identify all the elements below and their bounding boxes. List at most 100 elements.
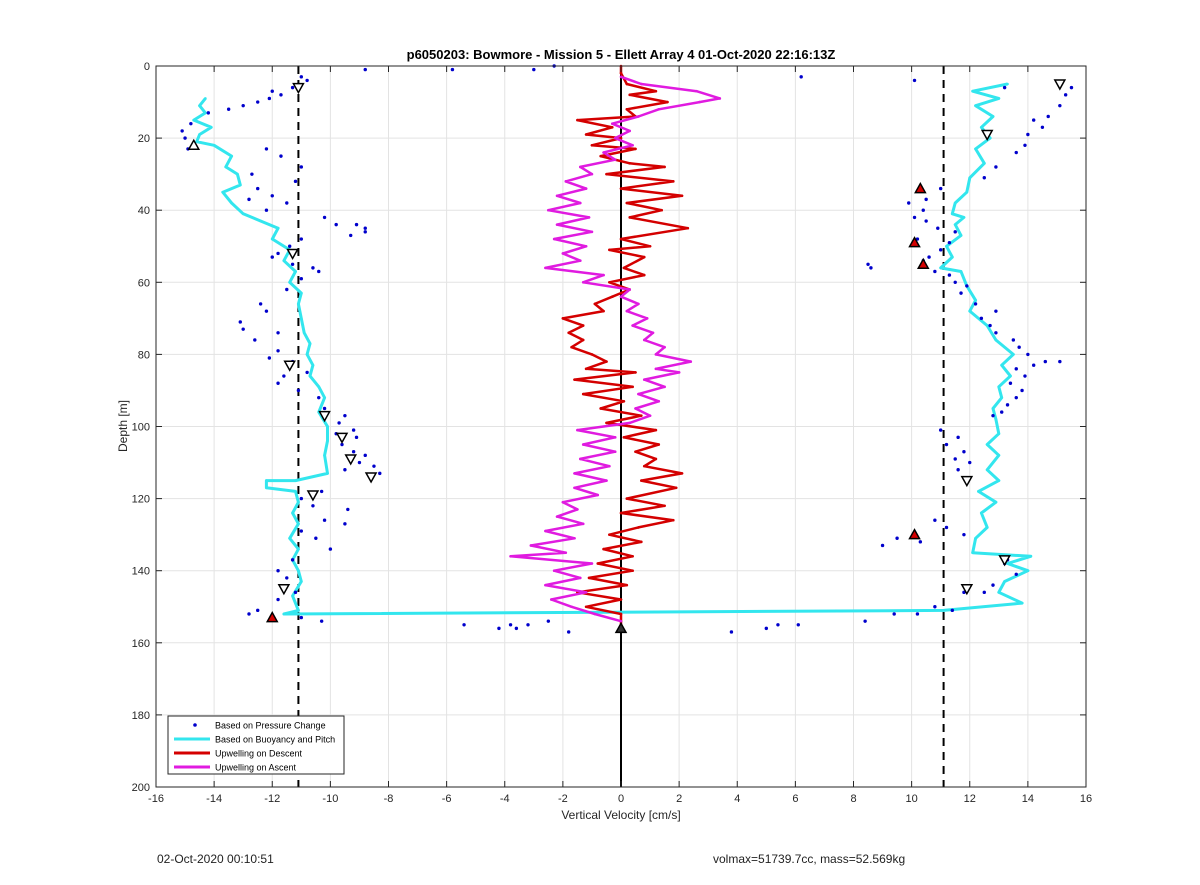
pressure-change-point — [285, 201, 289, 205]
triangle-down-marker — [960, 583, 974, 596]
pressure-change-point — [764, 626, 769, 631]
series-vertex — [570, 345, 573, 349]
pressure-change-point — [514, 626, 519, 631]
pressure-change-point — [334, 222, 338, 227]
series-vertex — [654, 89, 658, 93]
pressure-change-point — [1031, 363, 1036, 367]
series-vertex — [648, 244, 652, 248]
triangle-up-marker — [914, 182, 927, 194]
series-vertex — [619, 71, 623, 75]
y-tick-label: 60 — [138, 277, 150, 289]
pressure-change-point — [296, 388, 301, 393]
pressure-change-point — [895, 536, 899, 540]
pressure-change-point — [322, 406, 327, 411]
series-vertex — [282, 259, 286, 262]
pressure-change-point — [264, 309, 269, 313]
series-vertex — [294, 490, 297, 493]
pressure-change-point — [290, 85, 295, 90]
chart-title: p6050203: Bowmore - Mission 5 - Ellett A… — [407, 47, 836, 62]
pressure-change-point — [962, 450, 966, 454]
triangle-down-marker — [364, 472, 378, 484]
pressure-change-point — [994, 309, 998, 313]
series-vertex — [982, 162, 986, 165]
series-vertex — [654, 428, 658, 432]
series-vertex — [1020, 601, 1024, 605]
series-vertex — [573, 472, 576, 475]
legend: Based on Pressure Change Based on Buoyanc… — [167, 715, 345, 775]
series-vertex — [584, 605, 588, 609]
pressure-change-point — [1011, 338, 1016, 342]
pressure-change-point — [1040, 125, 1045, 129]
pressure-change-point — [907, 201, 911, 205]
series-vertex — [297, 522, 300, 526]
pressure-change-point — [938, 428, 943, 432]
legend-label: Based on Buoyancy and Pitch — [215, 735, 335, 745]
series-vertex — [619, 511, 623, 515]
series-vertex — [657, 107, 661, 111]
series-vertex — [663, 504, 666, 508]
series-vertex — [608, 281, 611, 284]
pressure-change-point — [226, 107, 231, 111]
series-vertex — [308, 342, 312, 345]
pressure-change-point — [290, 262, 295, 266]
series-vertex — [645, 317, 649, 320]
y-tick-label: 160 — [132, 638, 150, 650]
y-tick-label: 100 — [132, 422, 150, 434]
pressure-change-point — [241, 103, 245, 108]
pressure-change-point — [921, 208, 925, 212]
series-vertex — [1029, 554, 1033, 558]
series-vertex — [305, 353, 309, 356]
pressure-change-point — [183, 136, 187, 140]
series-vertex — [204, 111, 207, 115]
series-vertex — [297, 569, 300, 572]
series-vertex — [549, 598, 553, 601]
series-vertex — [619, 598, 623, 601]
pressure-change-point — [293, 179, 298, 184]
pressure-change-point — [351, 450, 356, 454]
series-vertex — [584, 133, 588, 136]
series-vertex — [657, 443, 661, 446]
series-vertex — [654, 353, 658, 356]
series-vertex — [968, 176, 972, 180]
series-vertex — [326, 439, 329, 443]
series-vertex — [619, 136, 623, 140]
series-vertex — [945, 244, 948, 248]
pressure-change-point — [1023, 374, 1027, 378]
series-vertex — [529, 544, 533, 547]
series-vertex — [192, 118, 196, 122]
x-tick-label: -6 — [442, 793, 452, 805]
series-vertex — [294, 270, 297, 273]
series-vertex — [631, 144, 634, 147]
x-tick-label: -12 — [264, 793, 280, 805]
legend-label: Upwelling on Ascent — [215, 763, 297, 773]
pressure-change-point — [363, 67, 367, 72]
series-vertex — [584, 187, 588, 190]
series-vertex — [308, 374, 312, 378]
series-vertex — [302, 331, 306, 335]
pressure-change-point — [1058, 103, 1062, 108]
series-vertex — [584, 244, 588, 248]
pressure-change-point — [1058, 359, 1062, 364]
series-vertex — [579, 259, 582, 262]
series-vertex — [625, 201, 629, 205]
series-vertex — [593, 302, 597, 306]
series-vertex — [622, 399, 626, 403]
series-vertex — [642, 338, 646, 342]
series-vertex — [579, 165, 582, 169]
pressure-change-point — [508, 623, 513, 627]
series-vertex — [300, 317, 303, 320]
series-vertex — [581, 522, 585, 526]
y-tick-label: 120 — [132, 494, 150, 506]
pressure-change-point — [1063, 93, 1068, 97]
series-vertex — [555, 515, 559, 518]
series-vertex — [1006, 82, 1009, 86]
x-tick-label: -2 — [558, 793, 568, 805]
series-vertex — [974, 299, 977, 302]
pressure-change-point — [363, 230, 367, 234]
series-vertex — [579, 457, 582, 461]
pressure-change-point — [276, 251, 280, 256]
series-vertex — [579, 576, 582, 580]
pressure-change-point — [276, 331, 280, 335]
pressure-change-point — [915, 612, 920, 616]
pressure-change-point — [1017, 345, 1021, 349]
